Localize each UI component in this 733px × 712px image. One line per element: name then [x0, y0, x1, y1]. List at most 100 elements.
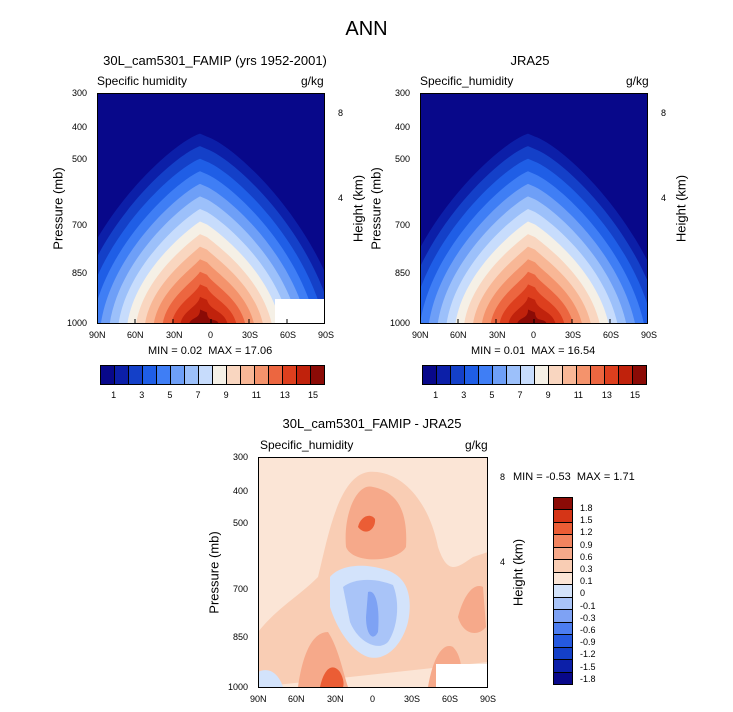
colorbar-swatch	[563, 366, 577, 384]
min-value: 0.02	[180, 345, 203, 357]
xtick: 0	[370, 694, 376, 704]
min-label: MIN =	[148, 345, 178, 357]
y-axis-label: Pressure (mb)	[368, 167, 384, 250]
xtick: 90S	[318, 330, 335, 340]
colorbar-swatch	[554, 535, 572, 548]
colorbar-swatch	[619, 366, 633, 384]
colorbar-swatch	[465, 366, 479, 384]
ytick: 850	[72, 268, 88, 278]
colorbar-swatch	[437, 366, 451, 384]
variable-name: Specific_humidity	[420, 74, 514, 88]
y-axis-label-right: Height (km)	[350, 174, 366, 243]
ytick: 400	[72, 122, 88, 132]
colorbar-swatch	[554, 572, 572, 586]
colorbar-labels-model: 1 3 5 7 9 11 13 15	[100, 390, 325, 404]
colorbar-label: -0.1	[580, 600, 596, 611]
colorbar-label: 7	[195, 390, 201, 400]
ytick: 500	[233, 518, 249, 528]
max-label: MAX =	[208, 345, 242, 357]
colorbar-label: 9	[223, 390, 229, 400]
ytick: 300	[72, 88, 88, 98]
min-value: 0.01	[503, 345, 526, 357]
height-tick: 8	[500, 472, 506, 482]
colorbar-swatch	[605, 366, 619, 384]
max-value: 17.06	[244, 345, 273, 357]
units-label: g/kg	[301, 74, 324, 88]
contour-reanalysis	[393, 93, 671, 324]
colorbar-label: 0	[580, 588, 586, 599]
colorbar-swatch	[227, 366, 241, 384]
colorbar-swatch	[157, 366, 171, 384]
colorbar-swatch	[554, 622, 572, 636]
colorbar-swatch	[143, 366, 157, 384]
colorbar-labels-difference: 1.8 1.5 1.2 0.9 0.6 0.3 0.1 0 -0.1 -0.3 -0.6 -0.9 -1…	[580, 503, 620, 684]
colorbar-reanalysis	[422, 365, 647, 385]
colorbar-swatch	[554, 498, 572, 511]
colorbar-swatch	[535, 366, 549, 384]
colorbar-swatch	[554, 560, 572, 573]
colorbar-swatch	[554, 647, 572, 661]
colorbar-swatch	[283, 366, 297, 384]
panel-title-model: 30L_cam5301_FAMIP (yrs 1952-2001)	[103, 53, 327, 68]
variable-name: Specific_humidity	[260, 438, 354, 452]
max-label: MAX =	[576, 471, 611, 483]
colorbar-label: -1.5	[580, 661, 596, 672]
colorbar-label: 13	[601, 390, 612, 400]
contour-level	[320, 667, 344, 687]
colorbar-swatch	[213, 366, 227, 384]
colorbar-swatch	[493, 366, 507, 384]
min-max-readout: MIN = 0.02 MAX = 17.06	[148, 345, 272, 357]
colorbar-swatch	[199, 366, 213, 384]
xtick: 90N	[89, 330, 106, 340]
plot-frame	[258, 457, 488, 688]
colorbar-label: 3	[139, 390, 145, 400]
height-tick: 4	[661, 193, 667, 203]
colorbar-swatch	[554, 597, 572, 611]
plot-model	[65, 93, 343, 324]
xtick: 60N	[288, 694, 305, 704]
ytick: 850	[233, 632, 249, 642]
colorbar-label: 1	[433, 390, 439, 400]
xtick: 90S	[480, 694, 497, 704]
variable-name: Specific humidity	[97, 74, 188, 88]
xtick: 90S	[641, 330, 658, 340]
height-tick: 8	[338, 108, 344, 118]
colorbar-swatch	[297, 366, 311, 384]
xtick: 60N	[127, 330, 144, 340]
ytick: 400	[233, 486, 249, 496]
colorbar-label: 7	[517, 390, 523, 400]
xtick: 30S	[404, 694, 421, 704]
colorbar-label: 9	[545, 390, 551, 400]
colorbar-swatch	[507, 366, 521, 384]
ytick: 300	[233, 452, 249, 462]
colorbar-swatch	[241, 366, 255, 384]
max-value: 1.71	[613, 471, 635, 483]
height-tick: 4	[500, 557, 506, 567]
colorbar-label: -1.2	[580, 649, 596, 660]
missing-data-mask	[436, 664, 488, 688]
ytick: 1000	[228, 682, 249, 692]
ytick: 700	[395, 220, 411, 230]
colorbar-label: 11	[573, 390, 584, 400]
min-label: MIN =	[471, 345, 501, 357]
colorbar-swatch	[591, 366, 605, 384]
colorbar-label: 13	[279, 390, 290, 400]
xtick: 90N	[250, 694, 267, 704]
main-title: ANN	[345, 18, 388, 40]
colorbar-label: 1.5	[580, 515, 593, 526]
xtick: 30N	[327, 694, 344, 704]
colorbar-label: 0.1	[580, 576, 593, 587]
colorbar-label: -0.9	[580, 637, 596, 648]
y-axis-label-right: Height (km)	[510, 538, 526, 607]
colorbar-label: -1.8	[580, 673, 596, 684]
colorbar-swatch	[101, 366, 115, 384]
colorbar-swatch	[577, 366, 591, 384]
y-axis-label: Pressure (mb)	[206, 531, 222, 614]
xtick: 60S	[603, 330, 620, 340]
colorbar-swatch	[633, 366, 646, 384]
ytick: 700	[233, 584, 249, 594]
colorbar-label: 5	[167, 390, 173, 400]
units-label: g/kg	[626, 74, 649, 88]
max-value: 16.54	[567, 345, 596, 357]
min-max-readout: MIN = 0.01 MAX = 16.54	[471, 345, 595, 357]
